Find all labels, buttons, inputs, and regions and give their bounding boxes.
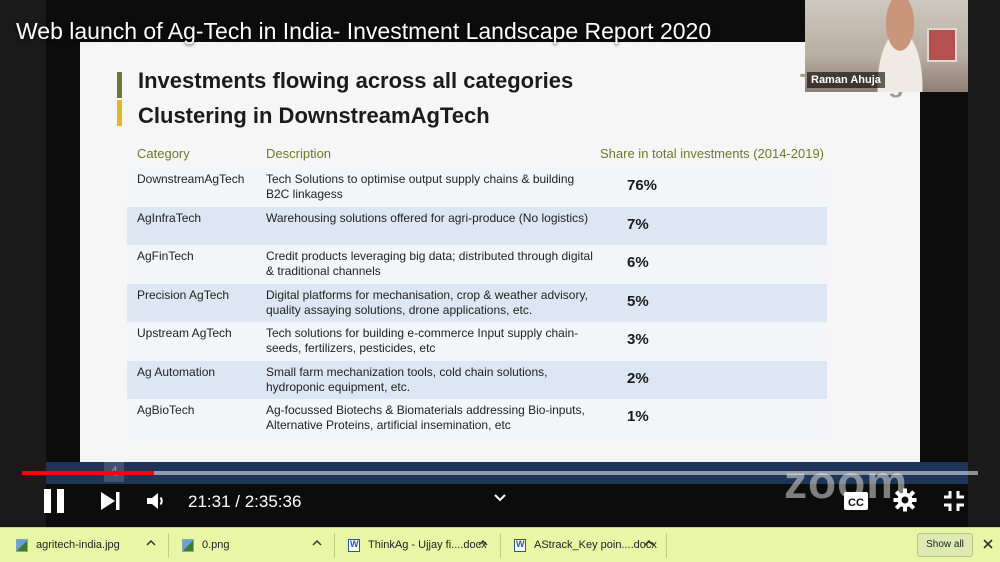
- table-row: DownstreamAgTech Tech Solutions to optim…: [127, 168, 827, 207]
- word-doc-icon: [348, 539, 360, 552]
- download-filename: AStrack_Key poin....docx: [534, 539, 657, 551]
- slide-footer-band: [46, 462, 968, 484]
- table-row: Precision AgTech Digital platforms for m…: [127, 283, 827, 322]
- row-share: 2%: [627, 369, 649, 387]
- row-category: AgFinTech: [137, 249, 194, 263]
- settings-gear-icon[interactable]: [893, 488, 917, 512]
- table-row: AgInfraTech Warehousing solutions offere…: [127, 206, 827, 245]
- slide-subheading: Clustering in DownstreamAgTech: [138, 103, 490, 128]
- speaker-webcam-thumbnail: Raman Ahuja: [805, 0, 968, 92]
- speaker-name: Raman Ahuja: [807, 72, 885, 88]
- column-header-share: Share in total investments (2014-2019): [600, 146, 825, 161]
- row-share: 3%: [627, 331, 649, 348]
- video-letterbox-right: [968, 0, 1000, 527]
- row-description: Small farm mechanization tools, cold cha…: [266, 364, 548, 394]
- row-share: 1%: [627, 408, 649, 425]
- chevron-up-icon[interactable]: [310, 536, 324, 550]
- table-row: Upstream AgTech Tech solutions for build…: [127, 322, 827, 361]
- slide-heading: Investments flowing across all categorie…: [138, 68, 574, 93]
- row-share: 7%: [627, 215, 649, 233]
- row-category: AgBioTech: [137, 403, 195, 417]
- row-category: Precision AgTech: [137, 287, 230, 302]
- chevron-down-icon[interactable]: [493, 490, 507, 502]
- exit-fullscreen-icon[interactable]: [942, 489, 966, 513]
- table-row: AgBioTech Ag-focussed Biotechs & Biomate…: [127, 399, 827, 438]
- table-row: AgFinTech Credit products leveraging big…: [127, 245, 827, 284]
- pause-icon[interactable]: [42, 489, 66, 513]
- video-letterbox-left: [0, 0, 46, 527]
- row-category: Upstream AgTech: [137, 326, 232, 340]
- slide-accent-bar-yellow: [117, 100, 122, 126]
- row-description: Warehousing solutions offered for agri-p…: [266, 210, 589, 225]
- close-icon[interactable]: [981, 537, 995, 551]
- video-player[interactable]: Investments flowing across all categorie…: [0, 0, 1000, 527]
- chevron-up-icon[interactable]: [144, 536, 158, 550]
- row-category: DownstreamAgTech: [137, 172, 245, 186]
- closed-captions-icon[interactable]: CC: [843, 491, 869, 511]
- show-all-button[interactable]: Show all: [917, 533, 973, 557]
- row-category: Ag Automation: [137, 364, 216, 379]
- row-share: 6%: [627, 254, 649, 271]
- video-title[interactable]: Web launch of Ag-Tech in India- Investme…: [16, 18, 712, 44]
- chevron-up-icon[interactable]: [642, 536, 656, 550]
- volume-icon[interactable]: [144, 489, 168, 513]
- time-display: 21:31 / 2:35:36: [188, 492, 302, 511]
- row-category: AgInfraTech: [137, 210, 202, 225]
- download-shelf: agritech-india.jpg 0.png ThinkAg - Ujjay…: [0, 527, 1000, 562]
- download-item[interactable]: ThinkAg - Ujjay fi....docx: [348, 528, 498, 562]
- progress-bar[interactable]: [22, 471, 978, 475]
- table-row: Ag Automation Small farm mechanization t…: [127, 360, 827, 399]
- image-file-icon: [182, 539, 194, 552]
- slide-accent-bar-green: [117, 72, 122, 98]
- divider: [168, 533, 169, 558]
- row-description: Digital platforms for mechanisation, cro…: [266, 287, 588, 317]
- next-track-icon[interactable]: [99, 491, 121, 511]
- row-description: Credit products leveraging big data; dis…: [266, 249, 593, 278]
- row-share: 76%: [627, 177, 658, 194]
- row-description: Ag-focussed Biotechs & Biomaterials addr…: [266, 403, 585, 432]
- download-filename: 0.png: [202, 539, 230, 551]
- column-header-category: Category: [137, 146, 190, 161]
- wall-picture: [927, 28, 957, 62]
- download-item[interactable]: AStrack_Key poin....docx: [514, 528, 664, 562]
- svg-text:CC: CC: [848, 497, 864, 509]
- divider: [334, 533, 335, 558]
- word-doc-icon: [514, 539, 526, 552]
- row-description: Tech Solutions to optimise output supply…: [266, 172, 575, 201]
- download-filename: ThinkAg - Ujjay fi....docx: [368, 539, 487, 551]
- divider: [666, 533, 667, 558]
- column-header-description: Description: [266, 146, 332, 161]
- image-file-icon: [16, 539, 28, 552]
- chevron-up-icon[interactable]: [476, 536, 490, 550]
- row-share: 5%: [627, 292, 649, 310]
- row-description: Tech solutions for building e-commerce I…: [266, 326, 579, 355]
- download-item[interactable]: 0.png: [182, 528, 332, 562]
- download-item[interactable]: agritech-india.jpg: [16, 528, 166, 562]
- progress-buffered: [22, 471, 978, 475]
- progress-played: [22, 471, 154, 475]
- download-filename: agritech-india.jpg: [36, 539, 120, 551]
- divider: [500, 533, 501, 558]
